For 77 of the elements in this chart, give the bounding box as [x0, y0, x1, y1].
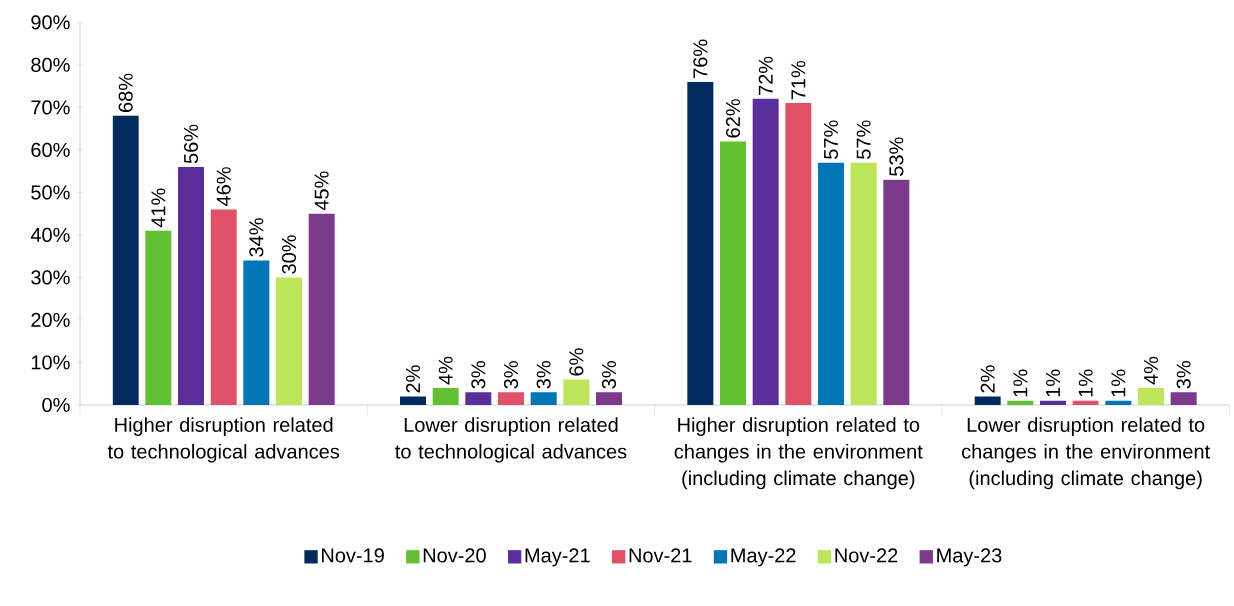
legend-label: Nov-20 [423, 548, 486, 563]
data-label: 45% [314, 171, 329, 211]
data-label: 1% [1111, 369, 1126, 397]
x-tick-label: Higher disruption related to changes in the environment (including climate change) [674, 417, 923, 490]
data-label: 46% [216, 167, 231, 207]
bar [145, 230, 172, 405]
data-label: 62% [725, 99, 741, 138]
legend-label: Nov-22 [835, 548, 898, 563]
bar [210, 209, 237, 405]
y-tick-label: 10% [31, 355, 70, 370]
bar [752, 98, 779, 405]
bar [530, 392, 557, 405]
x-tick-label: Lower disruption related to changes in the environment (including climate change) [962, 417, 1210, 490]
x-tick-label: Higher disruption related to technological advances [107, 417, 340, 463]
bar [400, 396, 427, 405]
data-label: 57% [856, 120, 871, 159]
data-label: 3% [1176, 361, 1191, 389]
legend-label: May-21 [525, 548, 590, 567]
bar [720, 141, 746, 405]
data-label: 3% [503, 361, 519, 389]
bar [1170, 392, 1197, 405]
data-label: 72% [758, 56, 773, 95]
bar [785, 103, 812, 405]
y-tick-label: 50% [31, 185, 70, 200]
data-label: 68% [118, 73, 133, 112]
data-label: 41% [151, 188, 166, 228]
y-tick-label: 30% [31, 270, 70, 285]
data-label: 30% [281, 235, 297, 274]
y-tick-label: 20% [31, 312, 70, 328]
bar [1040, 400, 1067, 405]
data-label: 3% [601, 361, 617, 389]
bar [276, 277, 303, 405]
bar [687, 81, 714, 405]
y-tick-label: 90% [31, 15, 70, 30]
data-label: 4% [1144, 356, 1159, 385]
bar [308, 213, 335, 405]
bar [563, 379, 590, 405]
data-label: 1% [1078, 369, 1093, 397]
data-label: 1% [1046, 369, 1061, 397]
bar [974, 396, 1001, 405]
bar [883, 179, 910, 405]
bar [818, 162, 844, 405]
legend-label: May-23 [937, 548, 1002, 567]
y-tick-label: 80% [31, 57, 70, 72]
data-label: 2% [405, 365, 421, 393]
y-tick-label: 40% [30, 227, 70, 242]
data-label: 34% [249, 218, 264, 257]
bar [1138, 387, 1165, 405]
bar [178, 166, 205, 405]
y-tick-label: 60% [31, 142, 70, 157]
data-label: 3% [536, 361, 551, 389]
bar [596, 392, 623, 405]
legend-label: Nov-19 [322, 548, 384, 563]
data-label: 57% [823, 120, 839, 159]
bar [112, 115, 139, 405]
data-label: 71% [791, 60, 806, 100]
data-label: 6% [569, 348, 584, 376]
legend-label: May-22 [731, 548, 796, 567]
data-label: 56% [183, 124, 199, 164]
bar [243, 260, 270, 405]
data-label: 2% [980, 365, 995, 393]
data-label: 4% [438, 356, 453, 385]
y-tick-label: 70% [31, 100, 70, 115]
y-tick-label: 0% [42, 397, 70, 413]
data-label: 3% [471, 361, 486, 389]
legend-label: Nov-21 [629, 548, 692, 563]
bar [1105, 400, 1132, 405]
bar [1072, 400, 1099, 405]
bar [498, 392, 525, 405]
bar [850, 162, 877, 405]
x-tick-label: Lower disruption related to technological advances [395, 417, 627, 463]
bar [432, 387, 459, 405]
data-label: 76% [693, 39, 708, 78]
data-label: 53% [889, 137, 904, 176]
data-label: 1% [1013, 369, 1028, 397]
bar [465, 392, 492, 405]
bar [1007, 400, 1034, 405]
